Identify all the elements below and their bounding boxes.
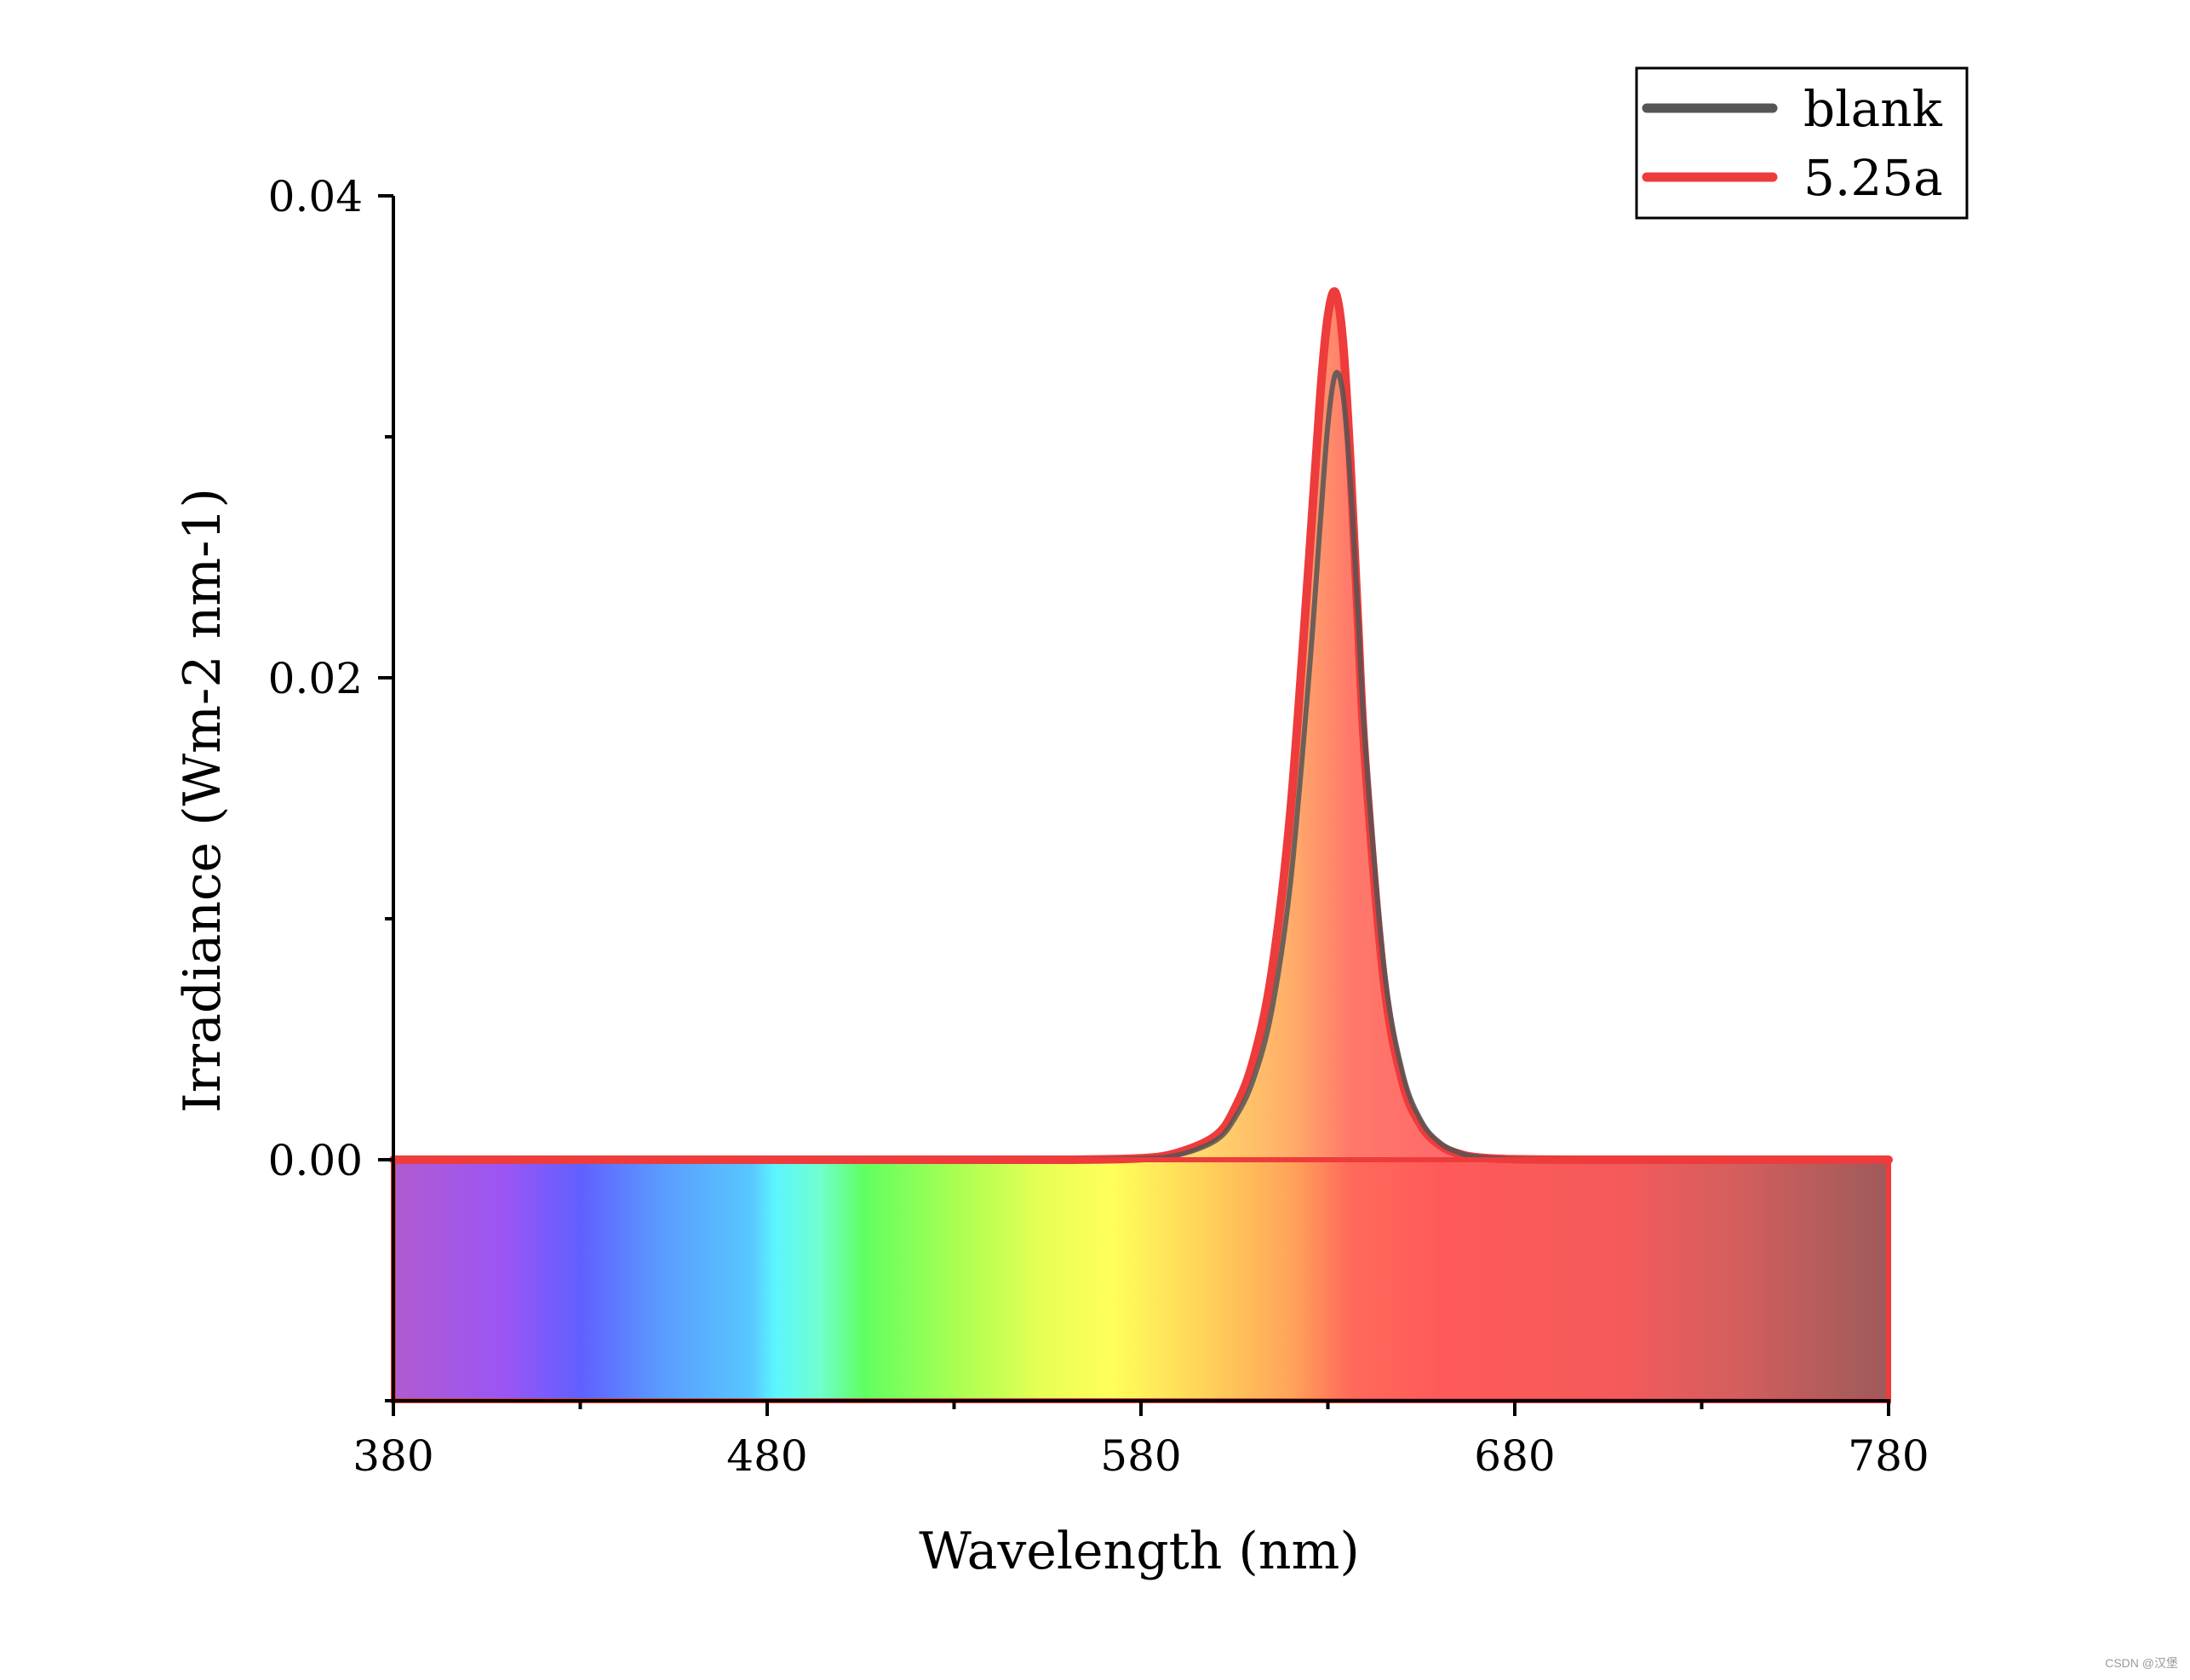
legend: blank 5.25a xyxy=(1635,66,1969,220)
series-line-blank xyxy=(391,370,1891,1163)
legend-frame xyxy=(1635,66,1969,220)
y-tick-labels: 0.00 0.02 0.04 xyxy=(268,172,363,1185)
y-axis-title: Irradiance (Wm-2 nm-1) xyxy=(173,488,232,1113)
y-tick-label-0.02: 0.02 xyxy=(268,654,363,703)
x-tick-label-780: 780 xyxy=(1848,1431,1929,1481)
y-tick-label-0.04: 0.04 xyxy=(268,172,363,221)
x-ticks xyxy=(392,1401,1890,1416)
axes xyxy=(378,194,1890,1416)
series-line-5-25a xyxy=(389,287,1893,1165)
spectrum-band xyxy=(393,1160,1889,1401)
legend-label-blank: blank xyxy=(1803,80,1943,138)
x-tick-label-680: 680 xyxy=(1474,1431,1555,1481)
line-layer xyxy=(389,287,1893,1165)
x-axis-title: Wavelength (nm) xyxy=(919,1522,1360,1581)
x-tick-labels: 380 480 580 680 780 xyxy=(353,1431,1929,1481)
x-tick-label-380: 380 xyxy=(353,1431,433,1481)
area-5-25a xyxy=(393,291,1889,1160)
y-tick-label-0: 0.00 xyxy=(268,1136,363,1185)
area-layer xyxy=(393,291,1889,1160)
x-tick-label-580: 580 xyxy=(1100,1431,1181,1481)
legend-label-5-25a: 5.25a xyxy=(1803,149,1943,207)
watermark: CSDN @汉堡 xyxy=(2105,1656,2178,1670)
y-ticks xyxy=(378,194,393,1402)
x-tick-label-480: 480 xyxy=(726,1431,807,1481)
